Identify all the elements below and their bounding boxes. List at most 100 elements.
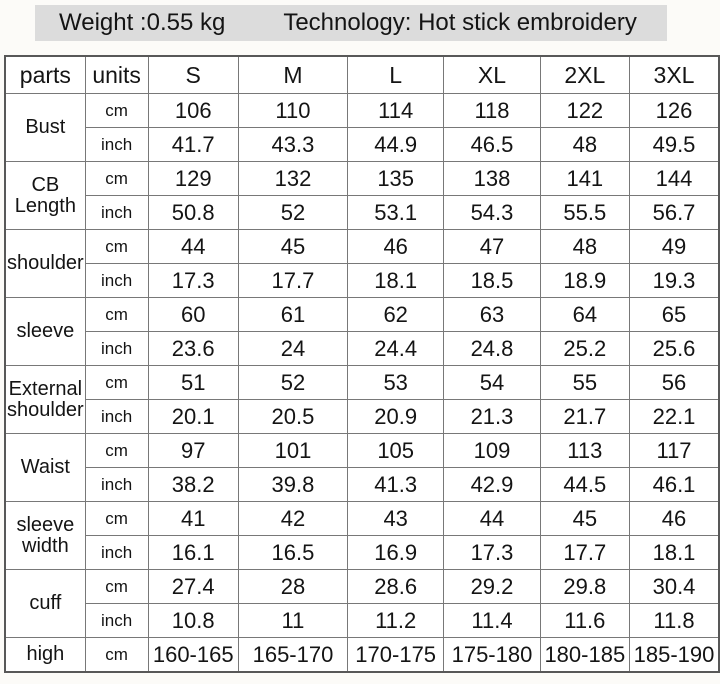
value-cell: 18.1	[629, 535, 720, 570]
value-cell: 39.8	[237, 467, 349, 502]
value-cell: 52	[237, 195, 349, 230]
value-cell: 185-190	[629, 637, 720, 673]
col-header-size-xl: XL	[443, 55, 541, 94]
value-cell: 126	[629, 93, 720, 128]
value-cell: 16.9	[347, 535, 445, 570]
value-cell: 44	[147, 229, 239, 264]
value-cell: 52	[237, 365, 349, 400]
value-cell: 114	[347, 93, 445, 128]
value-cell: 44	[443, 501, 541, 536]
value-cell: 56	[629, 365, 720, 400]
part-label: Bust	[4, 93, 86, 162]
value-cell: 38.2	[147, 467, 239, 502]
part-label: Waist	[4, 433, 86, 502]
value-cell: 45	[539, 501, 631, 536]
col-header-units: units	[84, 55, 149, 94]
value-cell: 109	[443, 433, 541, 468]
value-cell: 144	[629, 161, 720, 196]
table-row: parts units S M L XL 2XL 3XL	[4, 55, 720, 94]
value-cell: 27.4	[147, 569, 239, 604]
value-cell: 48	[539, 127, 631, 162]
value-cell: 60	[147, 297, 239, 332]
part-label: sleeve width	[4, 501, 86, 570]
value-cell: 132	[237, 161, 349, 196]
value-cell: 20.5	[237, 399, 349, 434]
value-cell: 64	[539, 297, 631, 332]
value-cell: 105	[347, 433, 445, 468]
value-cell: 41.3	[347, 467, 445, 502]
size-chart-table: parts units S M L XL 2XL 3XL Bust cm 106 11…	[4, 55, 720, 673]
table-row: sleeve width cm 41 42 43 44 45 46	[4, 501, 720, 570]
value-cell: 160-165	[147, 637, 239, 673]
unit-label: cm	[84, 365, 149, 400]
unit-label: cm	[84, 93, 149, 128]
value-cell: 11	[237, 603, 349, 638]
col-header-size-2xl: 2XL	[539, 55, 631, 94]
part-label: shoulder	[4, 229, 86, 298]
value-cell: 51	[147, 365, 239, 400]
value-cell: 46	[629, 501, 720, 536]
unit-label: cm	[84, 569, 149, 604]
part-label: cuff	[4, 569, 86, 638]
unit-label: inch	[84, 127, 149, 162]
unit-label: cm	[84, 161, 149, 196]
value-cell: 56.7	[629, 195, 720, 230]
value-cell: 21.7	[539, 399, 631, 434]
table-row: cuff cm 27.4 28 28.6 29.2 29.8 30.4	[4, 569, 720, 638]
value-cell: 54.3	[443, 195, 541, 230]
value-cell: 106	[147, 93, 239, 128]
value-cell: 28	[237, 569, 349, 604]
value-cell: 53.1	[347, 195, 445, 230]
value-cell: 62	[347, 297, 445, 332]
value-cell: 16.5	[237, 535, 349, 570]
table-row: CB Length cm 129 132 135 138 141 144	[4, 161, 720, 230]
table-header-row: parts units S M L XL 2XL 3XL	[4, 55, 720, 94]
value-cell: 141	[539, 161, 631, 196]
value-cell: 63	[443, 297, 541, 332]
value-cell: 117	[629, 433, 720, 468]
value-cell: 41	[147, 501, 239, 536]
value-cell: 21.3	[443, 399, 541, 434]
value-cell: 22.1	[629, 399, 720, 434]
value-cell: 24	[237, 331, 349, 366]
value-cell: 43.3	[237, 127, 349, 162]
unit-label: inch	[84, 603, 149, 638]
value-cell: 20.1	[147, 399, 239, 434]
table-row: shoulder cm 44 45 46 47 48 49	[4, 229, 720, 298]
value-cell: 165-170	[237, 637, 349, 673]
value-cell: 24.4	[347, 331, 445, 366]
value-cell: 10.8	[147, 603, 239, 638]
part-label: CB Length	[4, 161, 86, 230]
value-cell: 18.9	[539, 263, 631, 298]
table-row: inch 16.1 16.5 16.9 17.3 17.7 18.1	[5, 535, 720, 570]
value-cell: 18.5	[443, 263, 541, 298]
value-cell: 44.9	[347, 127, 445, 162]
table-row: high cm 160-165 165-170 170-175 175-180 180-18…	[4, 637, 720, 673]
value-cell: 25.6	[629, 331, 720, 366]
value-cell: 45	[237, 229, 349, 264]
value-cell: 170-175	[347, 637, 445, 673]
value-cell: 55.5	[539, 195, 631, 230]
value-cell: 29.2	[443, 569, 541, 604]
value-cell: 101	[237, 433, 349, 468]
part-label: high	[4, 637, 86, 673]
value-cell: 11.4	[443, 603, 541, 638]
value-cell: 23.6	[147, 331, 239, 366]
col-header-size-m: M	[237, 55, 349, 94]
value-cell: 17.7	[237, 263, 349, 298]
unit-label: inch	[84, 263, 149, 298]
unit-label: cm	[84, 297, 149, 332]
size-table-body: Bust cm 106 110 114 118 122 126 inch 41.7 43.3 44.9…	[4, 93, 720, 673]
technology-label: Technology: Hot stick embroidery	[283, 9, 637, 36]
value-cell: 17.3	[147, 263, 239, 298]
value-cell: 46	[347, 229, 445, 264]
value-cell: 65	[629, 297, 720, 332]
value-cell: 29.8	[539, 569, 631, 604]
table-row: inch 17.3 17.7 18.1 18.5 18.9 19.3	[5, 263, 720, 298]
value-cell: 180-185	[539, 637, 631, 673]
info-banner: Weight :0.55 kg Technology: Hot stick em…	[35, 5, 667, 41]
value-cell: 54	[443, 365, 541, 400]
value-cell: 97	[147, 433, 239, 468]
value-cell: 20.9	[347, 399, 445, 434]
value-cell: 25.2	[539, 331, 631, 366]
